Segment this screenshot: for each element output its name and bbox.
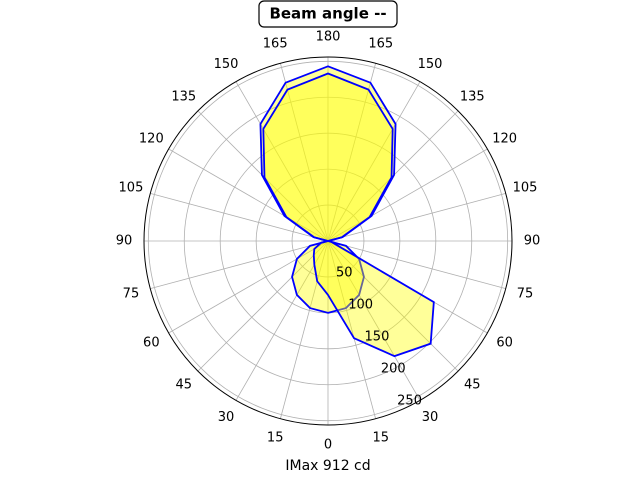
grid-line: [327, 240, 421, 401]
theta-tick-label: 30: [218, 410, 235, 425]
theta-tick-label: 15: [267, 431, 284, 446]
theta-tick-label: 105: [119, 181, 144, 196]
theta-tick-label: 90: [116, 234, 133, 249]
grid-line: [327, 63, 377, 242]
grid-line: [327, 81, 421, 242]
theta-tick-label: 135: [171, 89, 196, 104]
theta-tick-label: 150: [418, 57, 443, 72]
theta-tick-label: 180: [316, 30, 341, 45]
grid-line: [150, 192, 329, 242]
chart-title: Beam angle --: [269, 5, 386, 23]
polar-curve: [262, 72, 435, 358]
r-tick-label: 150: [365, 330, 390, 345]
theta-tick-label: 120: [492, 132, 517, 147]
grid-line: [235, 240, 329, 401]
theta-tick-label: 135: [460, 89, 485, 104]
grid-line: [197, 240, 329, 372]
theta-tick-label: 120: [139, 132, 164, 147]
theta-tick-label: 165: [368, 36, 393, 51]
theta-tick-label: 15: [373, 431, 390, 446]
theta-tick-label: 45: [464, 378, 481, 393]
r-tick-label: 250: [397, 394, 422, 409]
r-tick-label: 50: [336, 266, 353, 281]
grid-line: [279, 63, 329, 242]
grid-line: [327, 240, 459, 372]
theta-tick-label: 105: [513, 181, 538, 196]
theta-tick-label: 75: [123, 286, 140, 301]
r-tick-label: 100: [348, 298, 373, 313]
theta-tick-label: 150: [214, 57, 239, 72]
grid-line: [235, 81, 329, 242]
theta-tick-label: 60: [143, 336, 160, 351]
grid-line: [327, 148, 488, 242]
grid-line: [279, 240, 329, 419]
theta-tick-label: 75: [517, 286, 534, 301]
theta-tick-label: 0: [324, 438, 332, 453]
theta-tick-label: 60: [496, 336, 513, 351]
grid-line: [327, 240, 377, 419]
grid-line: [327, 192, 506, 242]
theta-tick-label: 45: [175, 378, 192, 393]
theta-tick-label: 90: [524, 234, 541, 249]
title-box: [258, 0, 398, 28]
grid-line: [150, 240, 329, 290]
x-axis-label: IMax 912 cd: [285, 458, 370, 474]
grid-line: [168, 240, 329, 334]
theta-tick-label: 30: [422, 410, 439, 425]
grid-line: [168, 148, 329, 242]
theta-tick-label: 165: [263, 36, 288, 51]
polar-frame: [143, 56, 513, 426]
grid-line: [327, 240, 506, 290]
r-tick-label: 200: [381, 362, 406, 377]
